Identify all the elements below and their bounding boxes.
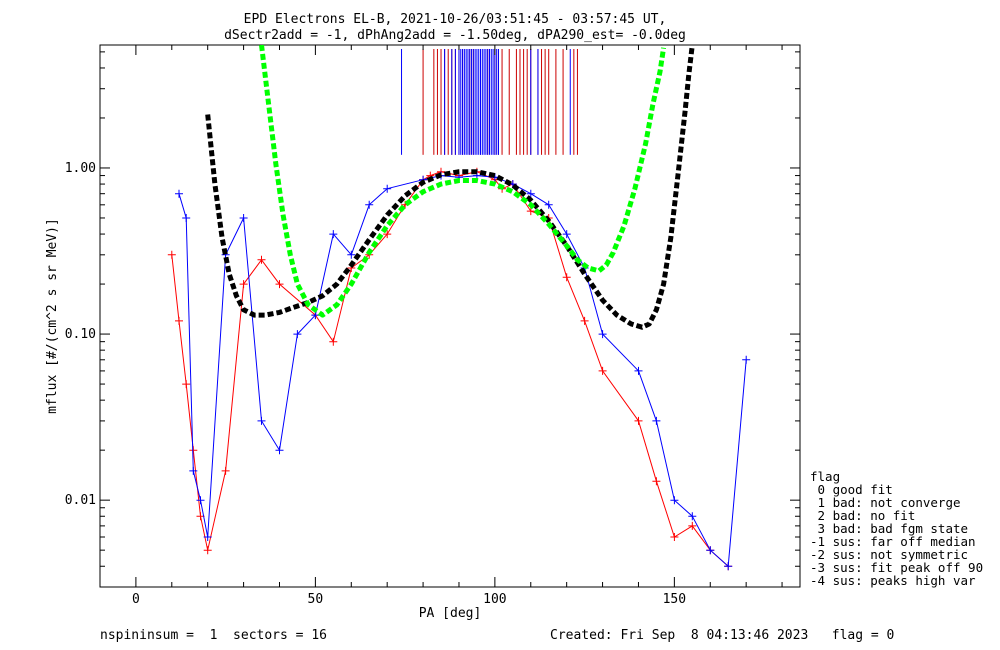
- blue-data-point: [634, 366, 643, 375]
- blue-data-point: [670, 496, 679, 505]
- footer-right: Created: Fri Sep 8 04:13:46 2023 flag = …: [550, 628, 894, 643]
- legend-item: 3 bad: bad fgm state: [810, 521, 968, 536]
- legend-item: -4 sus: peaks high var: [810, 573, 976, 588]
- plot-layer: [167, 45, 751, 571]
- flag-legend: flag 0 good fit 1 bad: not converge 2 ba…: [810, 469, 983, 588]
- y-tick-label: 1.00: [65, 161, 96, 176]
- x-tick-label: 0: [132, 592, 140, 607]
- plot-content: [167, 45, 751, 571]
- x-axis-label: PA [deg]: [419, 606, 482, 621]
- red-data-point: [175, 316, 183, 325]
- legend-item: 0 good fit: [810, 482, 893, 497]
- footer-left: nspininsum = 1 sectors = 16: [100, 628, 327, 643]
- red-data-point: [167, 250, 176, 259]
- red-data-point: [239, 280, 248, 289]
- blue-data-point: [544, 200, 553, 209]
- x-tick-label: 100: [483, 592, 506, 607]
- red-data-point: [580, 316, 589, 325]
- blue-data-point: [724, 562, 733, 571]
- red-data-point: [634, 416, 643, 425]
- plot-frame: [99, 44, 801, 588]
- red-data-point: [670, 533, 679, 541]
- blue-data-point: [706, 546, 715, 555]
- blue-data-point: [196, 496, 205, 505]
- blue-data-point: [239, 214, 248, 222]
- blue-data-point: [688, 512, 697, 521]
- blue-data-point: [175, 189, 183, 198]
- black-fit-curve: [205, 45, 695, 330]
- red-data-point: [329, 337, 338, 346]
- red-data-point: [562, 273, 571, 282]
- blue-data-point: [742, 355, 751, 364]
- blue-data-point: [652, 416, 661, 425]
- blue-series-line: [178, 175, 747, 568]
- y-tick-label: 0.10: [65, 327, 96, 342]
- blue-data-point: [329, 230, 338, 239]
- legend-item: -1 sus: far off median: [810, 534, 976, 549]
- red-data-point: [257, 255, 266, 264]
- red-series-line: [171, 171, 729, 567]
- blue-data-point: [526, 189, 535, 198]
- blue-data-point: [275, 446, 284, 455]
- legend-item: 2 bad: no fit: [810, 508, 915, 523]
- blue-data-point: [347, 250, 356, 259]
- blue-data-point: [293, 330, 302, 339]
- red-data-point: [688, 521, 697, 530]
- blue-data-point: [203, 533, 212, 541]
- legend-item: -2 sus: not symmetric: [810, 547, 968, 562]
- legend-title: flag: [810, 469, 840, 484]
- blue-data-point: [598, 330, 607, 339]
- blue-data-point: [257, 416, 266, 425]
- red-data-point: [383, 230, 392, 239]
- red-data-point: [182, 380, 191, 389]
- y-axis-label: mflux [#/(cm^2 s sr MeV)]: [45, 218, 60, 414]
- red-data-point: [598, 366, 607, 375]
- red-data-point: [189, 446, 198, 455]
- green-fit-curve: [259, 45, 667, 318]
- chart-title-line1: EPD Electrons EL-B, 2021-10-26/03:51:45 …: [244, 12, 667, 27]
- axis-layer: 0 50 100 150 0.01 0.10 1.00: [65, 45, 800, 607]
- blue-data-point: [365, 200, 374, 209]
- blue-data-point: [383, 184, 392, 193]
- red-data-point: [275, 280, 284, 289]
- x-tick-label: 150: [663, 592, 686, 607]
- red-data-point: [221, 466, 230, 475]
- legend-item: 1 bad: not converge: [810, 495, 961, 510]
- blue-data-point: [182, 214, 191, 222]
- y-tick-label: 0.01: [65, 493, 96, 508]
- red-data-point: [652, 477, 661, 486]
- legend-item: -3 sus: fit peak off 90: [810, 560, 983, 575]
- blue-data-point: [189, 466, 198, 475]
- chart-title-line2: dSectr2add = -1, dPhAng2add = -1.50deg, …: [224, 28, 686, 43]
- blue-data-point: [562, 230, 571, 239]
- x-tick-label: 50: [308, 592, 324, 607]
- red-data-point: [203, 546, 212, 555]
